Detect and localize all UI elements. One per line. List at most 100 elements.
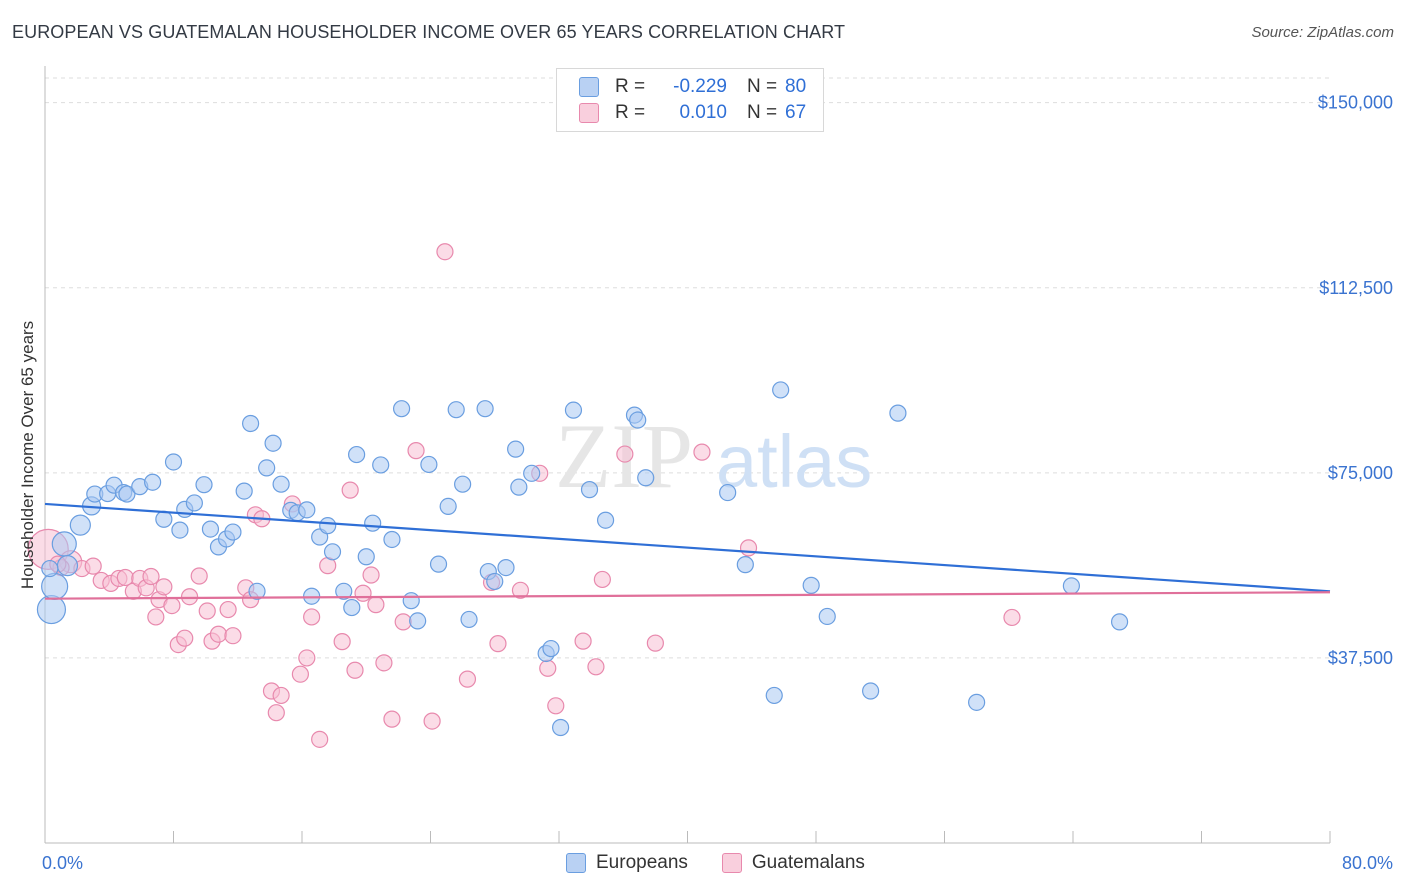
- guatemalans-point[interactable]: [547, 697, 565, 715]
- guatemalans-point[interactable]: [198, 602, 216, 620]
- europeans-point[interactable]: [319, 517, 337, 535]
- europeans-point[interactable]: [507, 440, 525, 458]
- europeans-point[interactable]: [144, 473, 162, 491]
- europeans-point[interactable]: [201, 520, 220, 538]
- europeans-point[interactable]: [596, 511, 615, 529]
- europeans-point[interactable]: [802, 576, 820, 594]
- guatemalans-point[interactable]: [147, 608, 165, 626]
- europeans-point[interactable]: [383, 530, 401, 549]
- europeans-point[interactable]: [185, 494, 203, 512]
- europeans-point[interactable]: [736, 556, 754, 574]
- europeans-point[interactable]: [56, 555, 79, 577]
- europeans-point[interactable]: [171, 521, 189, 539]
- europeans-point[interactable]: [497, 558, 515, 577]
- europeans-point[interactable]: [51, 531, 77, 557]
- europeans-point[interactable]: [224, 523, 242, 541]
- guatemalans-point[interactable]: [407, 442, 425, 460]
- europeans-point[interactable]: [348, 445, 366, 464]
- europeans-point[interactable]: [298, 501, 316, 519]
- europeans-point[interactable]: [552, 718, 570, 737]
- guatemalans-point[interactable]: [1003, 608, 1021, 627]
- europeans-point[interactable]: [1110, 613, 1129, 631]
- europeans-point[interactable]: [889, 404, 907, 422]
- guatemalans-point[interactable]: [341, 481, 359, 499]
- europeans-point[interactable]: [272, 475, 290, 493]
- guatemalans-point[interactable]: [333, 633, 351, 651]
- europeans-point[interactable]: [69, 514, 91, 536]
- europeans-point[interactable]: [303, 587, 321, 605]
- europeans-point[interactable]: [258, 459, 276, 477]
- europeans-point[interactable]: [818, 607, 836, 626]
- guatemalans-point[interactable]: [394, 613, 412, 631]
- europeans-point[interactable]: [439, 497, 457, 515]
- legend-item-guatemalans[interactable]: Guatemalans: [721, 852, 865, 874]
- europeans-point[interactable]: [447, 401, 465, 419]
- europeans-point[interactable]: [476, 400, 494, 418]
- europeans-point[interactable]: [372, 456, 390, 474]
- europeans-point[interactable]: [564, 401, 583, 419]
- guatemalans-point[interactable]: [298, 649, 316, 667]
- europeans-point[interactable]: [629, 411, 647, 429]
- europeans-point[interactable]: [862, 682, 880, 700]
- europeans-point[interactable]: [580, 481, 599, 499]
- guatemalans-point[interactable]: [190, 567, 208, 585]
- europeans-point[interactable]: [248, 582, 266, 600]
- guatemalans-point[interactable]: [155, 578, 173, 596]
- europeans-point[interactable]: [486, 572, 504, 591]
- guatemalans-point[interactable]: [367, 596, 385, 614]
- guatemalans-point[interactable]: [209, 625, 228, 643]
- europeans-point[interactable]: [454, 475, 472, 493]
- guatemalans-point[interactable]: [593, 570, 611, 589]
- europeans-point[interactable]: [41, 572, 69, 600]
- guatemalans-point[interactable]: [574, 632, 592, 650]
- guatemalans-point[interactable]: [489, 635, 507, 653]
- europeans-point[interactable]: [392, 400, 411, 418]
- guatemalans-point[interactable]: [693, 443, 711, 461]
- europeans-point[interactable]: [264, 434, 282, 452]
- europeans-point[interactable]: [523, 464, 541, 482]
- europeans-point[interactable]: [118, 485, 136, 503]
- europeans-point[interactable]: [765, 686, 783, 705]
- guatemalans-point[interactable]: [616, 445, 634, 463]
- guatemalans-point[interactable]: [163, 597, 181, 615]
- europeans-point[interactable]: [429, 555, 448, 573]
- guatemalans-point[interactable]: [303, 608, 321, 626]
- guatemalans-point[interactable]: [458, 670, 477, 688]
- guatemalans-point[interactable]: [375, 654, 393, 672]
- europeans-point[interactable]: [235, 482, 253, 500]
- guatemalans-point[interactable]: [511, 581, 530, 599]
- europeans-point[interactable]: [420, 455, 438, 474]
- europeans-point[interactable]: [1062, 577, 1080, 595]
- europeans-point[interactable]: [357, 548, 375, 566]
- guatemalans-point[interactable]: [219, 600, 237, 619]
- europeans-point[interactable]: [968, 693, 986, 711]
- europeans-point[interactable]: [542, 639, 560, 658]
- legend-item-europeans[interactable]: Europeans: [566, 852, 688, 874]
- guatemalans-point[interactable]: [311, 730, 329, 748]
- guatemalans-point[interactable]: [739, 539, 758, 557]
- europeans-point[interactable]: [637, 469, 655, 487]
- europeans-point[interactable]: [335, 582, 353, 600]
- guatemalans-point[interactable]: [539, 659, 557, 677]
- europeans-point[interactable]: [41, 559, 59, 578]
- guatemalans-point[interactable]: [176, 629, 194, 647]
- guatemalans-point[interactable]: [142, 567, 160, 586]
- europeans-point[interactable]: [195, 476, 213, 494]
- europeans-point[interactable]: [242, 414, 260, 433]
- guatemalans-point[interactable]: [272, 686, 290, 705]
- guatemalans-point[interactable]: [346, 661, 364, 679]
- guatemalans-point[interactable]: [180, 588, 199, 606]
- europeans-point[interactable]: [323, 543, 342, 561]
- europeans-point[interactable]: [364, 514, 382, 532]
- europeans-point[interactable]: [772, 381, 790, 399]
- europeans-point[interactable]: [164, 453, 183, 471]
- guatemalans-point[interactable]: [267, 704, 285, 722]
- europeans-point[interactable]: [402, 592, 420, 610]
- europeans-point[interactable]: [155, 510, 173, 528]
- guatemalans-point[interactable]: [436, 243, 454, 261]
- europeans-point[interactable]: [719, 483, 737, 502]
- guatemalans-point[interactable]: [646, 634, 664, 652]
- guatemalans-point[interactable]: [362, 566, 380, 584]
- europeans-point[interactable]: [409, 612, 427, 630]
- guatemalans-point[interactable]: [383, 710, 401, 728]
